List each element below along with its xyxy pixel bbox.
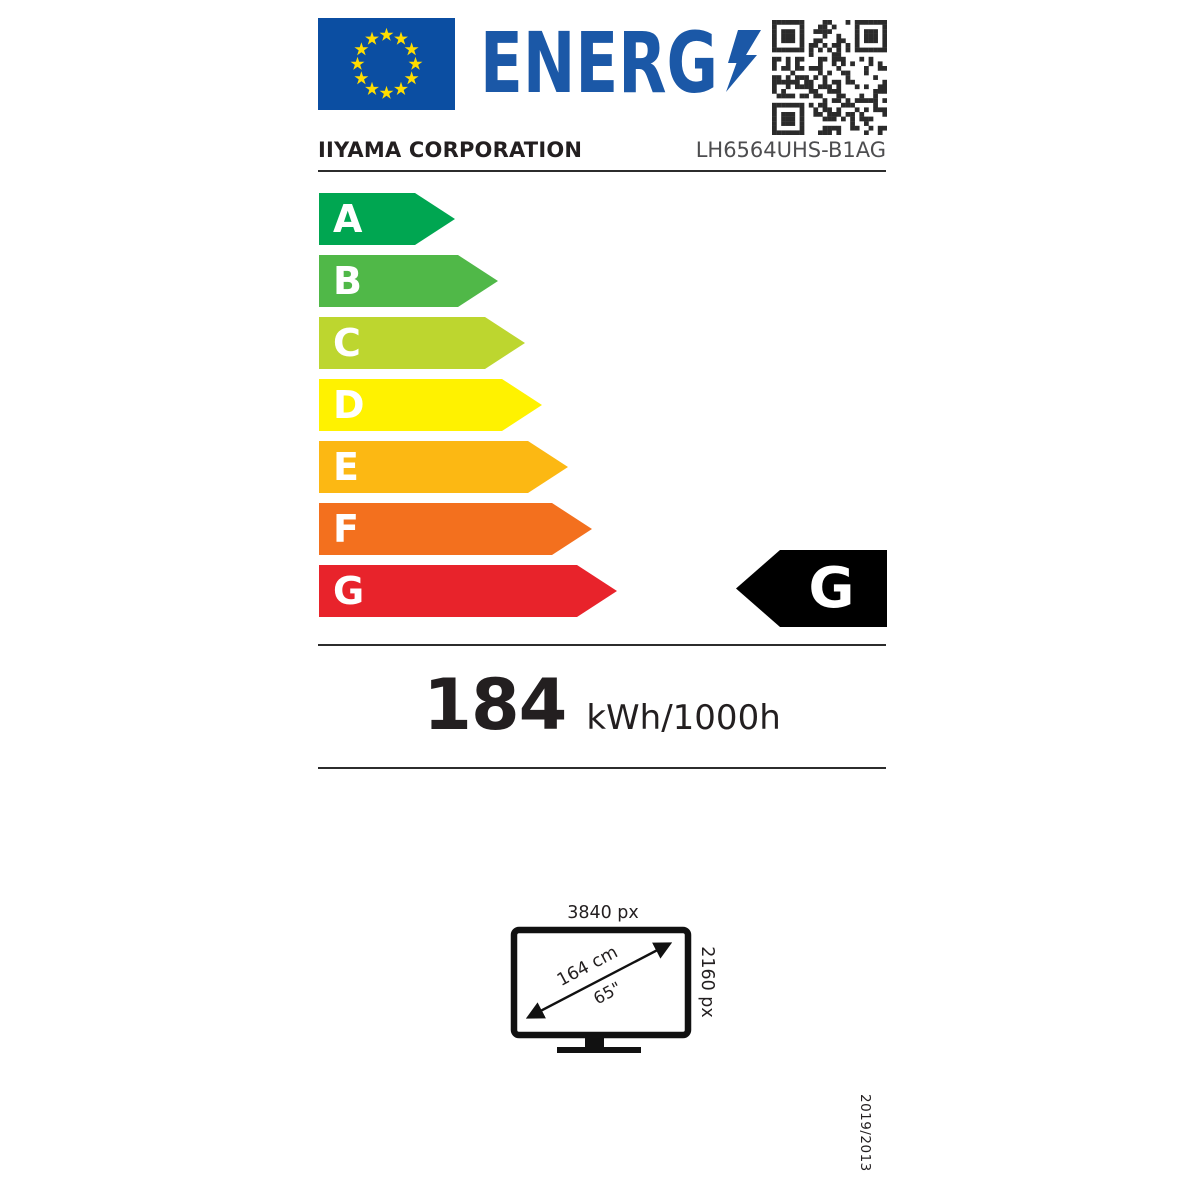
tv-stand-base [557,1047,641,1053]
resolution-width-label: 3840 px [567,903,639,923]
consumption-value: 184 [423,664,567,746]
class-letter: F [333,507,359,551]
energy-class-scale: A B C D E F G [319,193,887,627]
class-arrow-g: G [319,565,617,617]
divider-middle [318,644,886,646]
class-letter: D [333,383,365,427]
screen-diagram: 3840 px 164 cm 65" 2160 px [510,903,717,1053]
energy-consumption: 184 kWh/1000h [318,670,886,740]
divider-top [318,170,886,172]
tv-outline [510,926,692,1039]
model-identifier: LH6564UHS-B1AG [695,138,886,162]
class-letter: A [333,197,363,241]
eu-energy-label: ENERG IIYAMA CORPORATION LH6564UHS-B1AG … [318,14,887,1098]
class-letter: G [333,569,365,613]
class-arrow-a: A [319,193,455,245]
regulation-reference: 2019/2013 [857,1094,873,1172]
class-letter: C [333,321,361,365]
energ-logo-text: ENERG [480,14,718,112]
class-arrow-f: F [319,503,592,555]
rating-letter: G [808,555,855,621]
tv-stand-stem [585,1035,604,1048]
class-arrow-d: D [319,379,542,431]
class-arrow-c: C [319,317,525,369]
eu-flag-icon [318,18,455,110]
lightning-bolt-icon [726,30,761,92]
class-arrow-e: E [319,441,568,493]
brand-row: IIYAMA CORPORATION LH6564UHS-B1AG [318,138,886,162]
supplier-name: IIYAMA CORPORATION [318,138,583,162]
class-letter: E [333,445,359,489]
consumption-unit: kWh/1000h [586,698,781,738]
class-arrow-b: B [319,255,498,307]
divider-bottom [318,767,886,769]
class-letter: B [333,259,362,303]
qr-code-icon [772,20,887,135]
energ-logo: ENERG [480,14,761,112]
diagonal-arrow [525,942,673,1019]
resolution-height-label: 2160 px [697,946,717,1018]
